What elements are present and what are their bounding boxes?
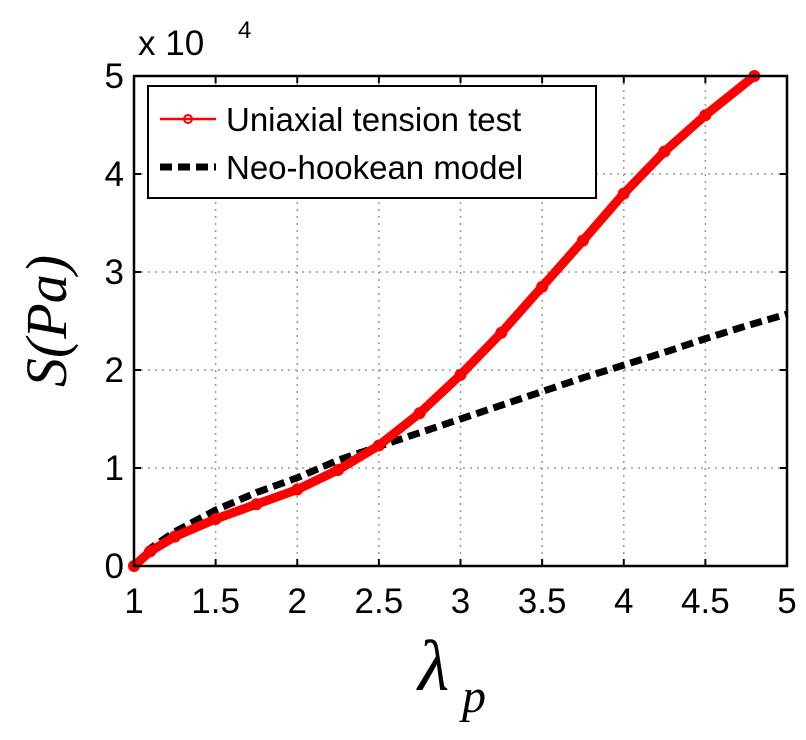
x-tick-label: 4.5: [681, 582, 730, 621]
legend: Uniaxial tension test Neo-hookean model: [147, 85, 597, 199]
series-line-neo-hookean: [131, 310, 788, 569]
data-point-uniaxial: [699, 109, 712, 122]
x-tick-label: 3.5: [518, 582, 567, 621]
data-point-uniaxial: [576, 234, 589, 247]
y-tick-label: 3: [105, 253, 124, 292]
data-point-uniaxial: [617, 187, 630, 200]
y-tick-label: 0: [105, 547, 124, 586]
x-tick-label: 3: [451, 582, 470, 621]
series-line-uniaxial: [129, 71, 759, 571]
data-point-uniaxial: [413, 407, 426, 420]
x-axis-label: λ: [416, 626, 449, 706]
legend-box: [147, 85, 597, 199]
y-tick-label: 5: [105, 57, 124, 96]
y-scale-exponent: 4: [238, 17, 251, 44]
data-point-uniaxial: [209, 512, 222, 525]
data-point-uniaxial: [168, 530, 181, 543]
legend-label-neo-hookean: Neo-hookean model: [226, 149, 523, 186]
data-point-uniaxial: [250, 498, 263, 511]
x-tick-label: 2: [288, 582, 307, 621]
x-tick-label: 5: [777, 582, 796, 621]
legend-marker-uniaxial: [183, 114, 193, 124]
y-axis-label: S(Pa): [14, 255, 79, 387]
y-tick-label: 4: [105, 155, 124, 194]
grid: [134, 76, 787, 566]
x-tick-label: 1.5: [191, 582, 240, 621]
y-tick-label: 1: [105, 449, 124, 488]
data-point-uniaxial: [454, 368, 467, 381]
x-tick-label: 2.5: [355, 582, 404, 621]
y-scale-multiplier: x 10: [138, 24, 204, 63]
legend-label-uniaxial: Uniaxial tension test: [226, 101, 521, 138]
data-point-uniaxial: [658, 145, 671, 158]
x-axis-label-subscript: p: [459, 670, 486, 723]
data-point-uniaxial: [372, 439, 385, 452]
data-point-uniaxial: [144, 545, 157, 558]
x-tick-label: 1: [124, 582, 143, 621]
data-point-uniaxial: [332, 463, 345, 476]
x-tick-label: 4: [614, 582, 633, 621]
data-point-uniaxial: [495, 326, 508, 339]
data-point-uniaxial: [536, 280, 549, 293]
series-layer: [128, 70, 788, 572]
y-tick-label: 2: [105, 351, 124, 390]
data-point-uniaxial: [291, 483, 304, 496]
